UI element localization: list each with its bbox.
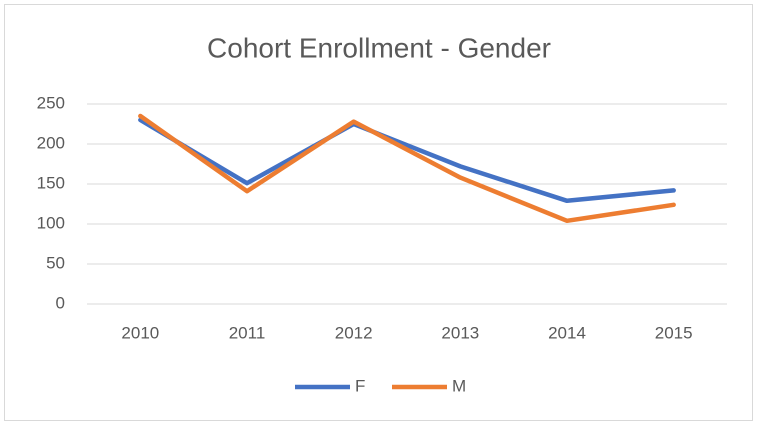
y-tick-label: 200 <box>37 133 65 152</box>
x-tick-label: 2011 <box>229 323 266 342</box>
y-tick-label: 0 <box>56 293 65 312</box>
chart-title: Cohort Enrollment - Gender <box>207 32 551 63</box>
x-tick-label: 2014 <box>548 323 586 342</box>
chart-border <box>4 4 753 421</box>
x-tick-label: 2012 <box>335 323 373 342</box>
y-tick-label: 50 <box>46 253 65 272</box>
x-tick-label: 2013 <box>441 323 479 342</box>
y-tick-label: 150 <box>37 173 65 192</box>
legend-label: M <box>452 376 466 395</box>
y-tick-label: 250 <box>37 93 65 112</box>
line-series <box>138 117 676 204</box>
x-tick-label: 2010 <box>121 323 159 342</box>
line-series <box>138 113 676 224</box>
y-tick-label: 100 <box>37 213 65 232</box>
x-tick-label: 2015 <box>655 323 693 342</box>
legend-label: F <box>355 376 365 395</box>
